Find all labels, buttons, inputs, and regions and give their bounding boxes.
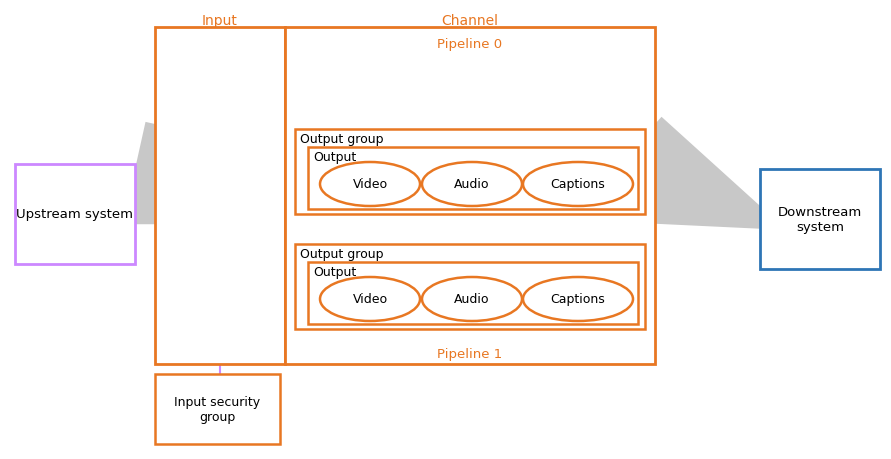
Polygon shape	[655, 125, 760, 219]
Bar	[15, 165, 135, 264]
Ellipse shape	[422, 162, 522, 207]
Ellipse shape	[320, 277, 420, 321]
Text: Video: Video	[353, 293, 388, 306]
Bar	[155, 28, 285, 364]
Text: Channel: Channel	[442, 14, 498, 28]
Text: Audio: Audio	[454, 178, 490, 191]
Text: Audio: Audio	[454, 293, 490, 306]
Bar	[308, 263, 638, 325]
Text: Upstream system: Upstream system	[17, 208, 134, 221]
Bar	[285, 28, 655, 364]
Ellipse shape	[523, 162, 633, 207]
Text: Output group: Output group	[300, 247, 383, 260]
Text: Pipeline 1: Pipeline 1	[437, 347, 503, 360]
Text: Output group: Output group	[300, 133, 383, 146]
Ellipse shape	[422, 277, 522, 321]
Bar	[308, 148, 638, 210]
Bar	[295, 245, 645, 329]
Bar	[155, 329, 655, 354]
Text: Captions: Captions	[551, 178, 605, 191]
Text: Output: Output	[313, 265, 356, 279]
Text: Output: Output	[313, 151, 356, 164]
Bar	[155, 214, 655, 240]
Text: Pipeline 0: Pipeline 0	[437, 38, 503, 51]
Bar	[155, 100, 655, 125]
Text: Captions: Captions	[551, 293, 605, 306]
Ellipse shape	[320, 162, 420, 207]
Ellipse shape	[523, 277, 633, 321]
Bar	[155, 374, 280, 444]
Text: Video: Video	[353, 178, 388, 191]
Polygon shape	[135, 125, 155, 214]
Bar	[295, 130, 645, 214]
Text: Input security
group: Input security group	[175, 395, 260, 423]
Text: Downstream
system: Downstream system	[778, 206, 862, 234]
Text: Input: Input	[202, 14, 238, 28]
Bar	[760, 170, 880, 269]
